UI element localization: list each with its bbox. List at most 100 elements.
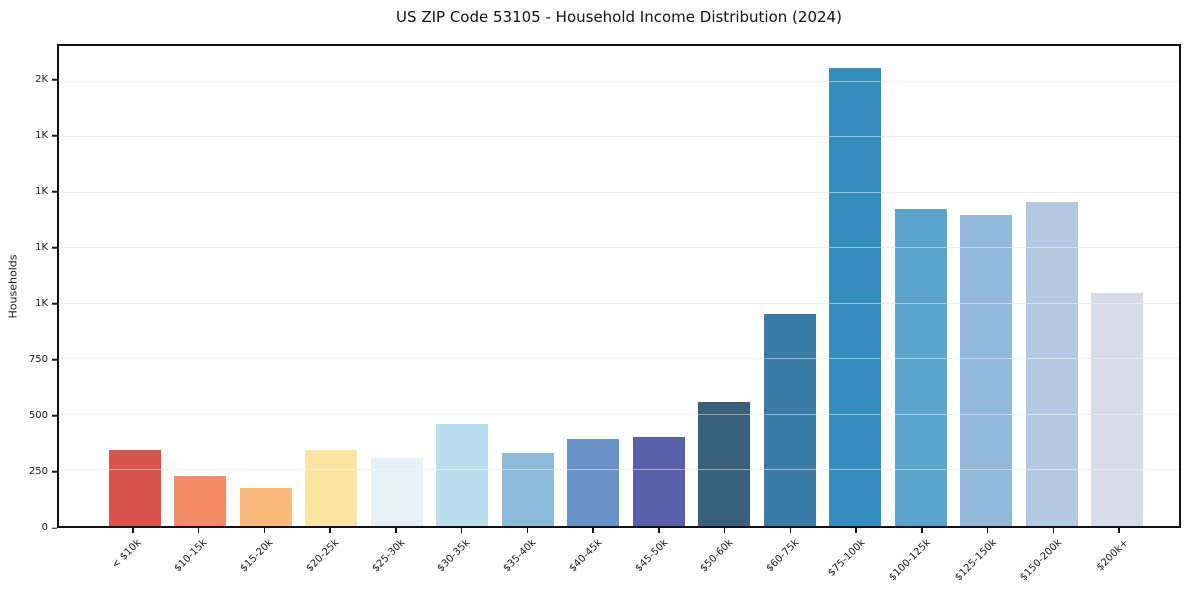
x-tick-mark — [789, 528, 792, 533]
y-tick-label: 1K — [35, 129, 48, 141]
bar-slot — [888, 46, 954, 526]
y-tick-mark — [52, 303, 57, 305]
bar-slot — [364, 46, 430, 526]
bar-slot — [233, 46, 299, 526]
x-tick-label: $10-15k — [172, 537, 210, 575]
x-tick-label: $50-60k — [698, 537, 736, 575]
bar-slot — [954, 46, 1020, 526]
x-tick-mark — [132, 528, 134, 533]
x-tick-mark — [986, 528, 989, 533]
gridline — [59, 136, 1179, 138]
y-axis: 0 250 500 750 1K 1K 1K 1K 2K — [0, 44, 57, 533]
y-tick-mark — [52, 415, 57, 417]
bar-slot — [757, 46, 823, 526]
x-tick-label: $20-25k — [304, 537, 342, 575]
gridline — [59, 80, 1179, 82]
gridline — [59, 302, 1179, 304]
x-tick-label: < $10k — [110, 537, 144, 571]
y-tick-mark — [52, 79, 57, 81]
plot-area — [57, 44, 1181, 528]
y-tick-label: 250 — [28, 465, 48, 477]
gridline — [59, 191, 1179, 193]
bar — [698, 401, 751, 526]
bar — [763, 313, 816, 526]
gridline — [59, 80, 1179, 82]
x-tick-mark — [592, 528, 594, 533]
x-tick-label: $100-125k — [887, 537, 933, 584]
bar — [305, 450, 358, 526]
bar-slot — [102, 46, 168, 526]
x-tick-mark — [197, 528, 200, 533]
y-tick-mark — [52, 471, 57, 473]
x-tick-label: $25-30k — [370, 537, 407, 575]
x-tick-label: $150-200k — [1018, 537, 1065, 584]
x-tick-label: $30-35k — [435, 537, 473, 575]
chart-title: US ZIP Code 53105 - Household Income Dis… — [396, 8, 842, 26]
x-tick-mark — [460, 528, 463, 533]
bars-container — [59, 46, 1179, 526]
y-tick-mark — [52, 135, 57, 137]
y-tick-mark — [52, 527, 57, 529]
x-tick-mark — [658, 528, 660, 533]
bar-slot — [430, 46, 496, 526]
gridline — [59, 358, 1179, 360]
gridline — [59, 247, 1179, 249]
gridline — [59, 413, 1179, 415]
bar-slot — [168, 46, 234, 526]
x-tick-mark — [1118, 528, 1120, 533]
bar — [567, 439, 620, 526]
bar — [1091, 292, 1144, 526]
bar — [501, 452, 554, 526]
y-tick-label: 1K — [35, 185, 48, 197]
gridlines-overlay — [59, 46, 1179, 526]
x-tick-label: $45-50k — [633, 537, 670, 575]
x-tick-label: $35-40k — [501, 537, 539, 575]
bar — [239, 488, 292, 526]
x-tick-label: $15-20k — [238, 537, 276, 575]
x-tick-mark — [395, 528, 397, 533]
bar-slot — [495, 46, 561, 526]
bar — [436, 423, 489, 526]
y-tick-label: 1K — [35, 297, 48, 309]
x-tick-mark — [329, 528, 331, 533]
gridline — [59, 136, 1179, 138]
x-tick-mark — [263, 528, 266, 533]
bar-slot — [692, 46, 758, 526]
x-tick-label: $200k+ — [1094, 537, 1131, 574]
x-tick-label: $60-75k — [764, 537, 802, 575]
bar — [632, 437, 685, 526]
bar — [960, 214, 1013, 526]
bar — [108, 450, 161, 526]
y-tick-label: 500 — [28, 409, 48, 421]
x-tick-label: $125-150k — [952, 537, 999, 584]
bar-slot — [626, 46, 692, 526]
x-tick-mark — [526, 528, 529, 533]
bar-slot — [299, 46, 365, 526]
x-tick-label: $40-45k — [567, 537, 605, 575]
bar — [894, 209, 947, 526]
x-tick-label: $75-100k — [825, 537, 868, 579]
bar — [370, 458, 423, 526]
gridline — [59, 413, 1179, 415]
gridline — [59, 302, 1179, 304]
bar — [1025, 201, 1078, 526]
x-tick-mark — [1052, 528, 1055, 533]
x-tick-mark — [921, 528, 923, 533]
y-tick-mark — [52, 191, 57, 193]
x-tick-mark — [855, 528, 857, 533]
y-tick-label: 2K — [35, 73, 48, 85]
bar-slot — [1085, 46, 1151, 526]
gridline — [59, 358, 1179, 360]
bar-slot — [823, 46, 889, 526]
bar — [174, 476, 227, 526]
gridline — [59, 247, 1179, 249]
y-tick-label: 1K — [35, 241, 48, 253]
bar-slot — [1019, 46, 1085, 526]
y-tick-label: 0 — [41, 522, 48, 533]
y-tick-label: 750 — [28, 353, 48, 365]
y-tick-mark — [52, 359, 57, 361]
bar-slot — [561, 46, 627, 526]
x-tick-mark — [723, 528, 726, 533]
bar — [829, 68, 882, 526]
